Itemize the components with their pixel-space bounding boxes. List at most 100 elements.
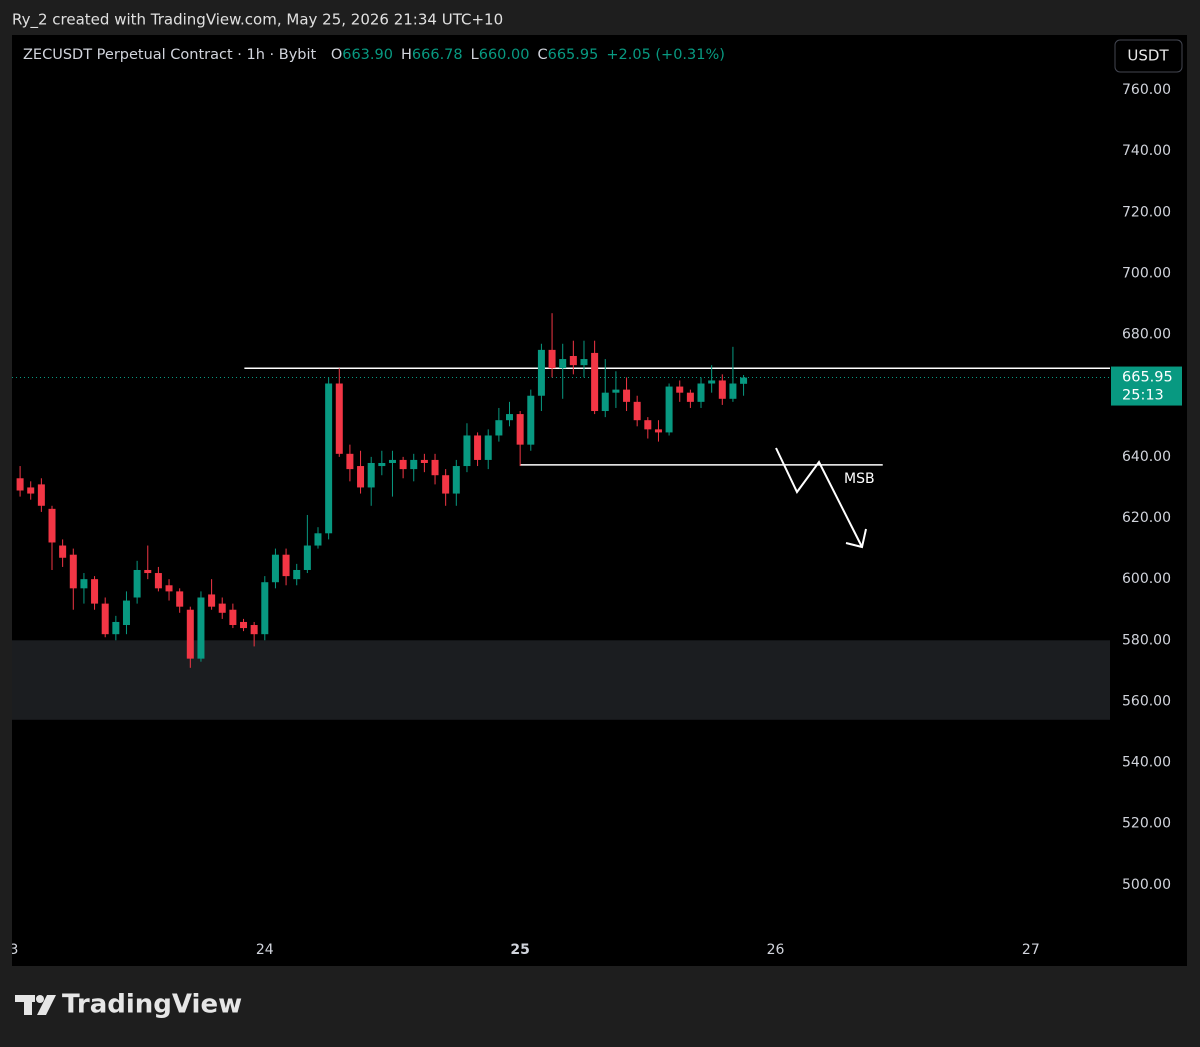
currency[interactable]: USDT — [1127, 47, 1169, 65]
body — [537, 349, 545, 396]
body — [474, 435, 482, 460]
body — [633, 401, 641, 421]
msb-arrow — [775, 447, 867, 549]
body — [452, 466, 460, 494]
body — [133, 569, 141, 598]
legend: ZECUSDT Perpetual Contract · 1h · Bybit … — [23, 47, 725, 63]
chart-area — [12, 35, 1187, 966]
credit: Ry_2 created with TradingView.com, May 2… — [12, 11, 503, 30]
y-tick-label: 680.00 — [1122, 327, 1171, 343]
body — [101, 603, 109, 635]
body — [644, 420, 652, 430]
body — [37, 484, 45, 506]
price-tag-label: 665.95 — [1122, 370, 1173, 386]
body — [314, 533, 322, 546]
body — [580, 359, 588, 366]
currency-button[interactable]: USDT — [1114, 39, 1183, 73]
body — [144, 569, 152, 574]
countdown: 25:13 — [1122, 388, 1164, 404]
body — [495, 420, 503, 436]
ohlc-value: 660.00 — [479, 47, 530, 63]
ohlc-key: H — [401, 47, 412, 63]
y-tick-label: 560.00 — [1122, 693, 1171, 709]
zone — [12, 640, 1110, 720]
body — [261, 582, 269, 635]
y-tick-label: 540.00 — [1122, 755, 1171, 771]
body — [325, 383, 333, 534]
y-tick-label: 740.00 — [1122, 143, 1171, 159]
body — [16, 478, 24, 491]
body — [154, 573, 162, 589]
price-tag — [1111, 366, 1182, 406]
body — [623, 389, 631, 402]
body — [410, 459, 418, 470]
zigzag — [775, 447, 863, 548]
body — [527, 395, 535, 445]
body — [399, 459, 407, 470]
body — [91, 579, 99, 604]
body — [218, 603, 226, 613]
plot: 23 24 25 26 27 — [1, 313, 1110, 958]
body — [718, 380, 726, 399]
arrowhead — [845, 528, 867, 549]
currency-button-frame[interactable] — [1114, 39, 1183, 73]
y-tick-label: 520.00 — [1122, 816, 1171, 832]
body — [165, 585, 173, 592]
body — [505, 414, 513, 421]
body — [282, 554, 290, 577]
y-tick-label: 500.00 — [1122, 877, 1171, 893]
body — [697, 383, 705, 402]
logo-part — [37, 995, 56, 1015]
logo — [15, 995, 56, 1015]
body — [431, 459, 439, 476]
x-tick-label: 25 — [510, 942, 529, 958]
body — [612, 389, 620, 393]
x-tick-label: 24 — [256, 942, 274, 958]
body — [208, 594, 216, 607]
body — [665, 386, 673, 433]
body — [176, 591, 184, 607]
y-tick-label: 760.00 — [1122, 82, 1171, 98]
body — [676, 386, 684, 393]
ohlc: O663.90 H666.78 L660.00 C665.95 +2.05 (+0.31… — [331, 47, 725, 63]
body — [367, 462, 375, 488]
body — [729, 383, 737, 399]
body — [708, 380, 716, 384]
ohlc-value: 663.90 — [342, 47, 393, 63]
body — [122, 600, 130, 626]
body — [484, 435, 492, 460]
body — [335, 383, 343, 454]
body — [229, 609, 237, 626]
symbol: ZECUSDT Perpetual Contract · 1h · Bybit — [23, 47, 317, 63]
body — [569, 355, 577, 366]
body — [591, 352, 599, 412]
price-axis: 500.00 520.00 540.00 560.00 580.00 600.00 620.… — [1111, 82, 1182, 893]
body — [388, 459, 396, 463]
y-tick-label: 620.00 — [1122, 510, 1171, 526]
body — [271, 554, 279, 583]
body — [197, 597, 205, 659]
body — [186, 609, 194, 659]
x-tick-label: 26 — [767, 942, 785, 958]
body — [112, 621, 120, 635]
x-tick-label: 27 — [1022, 942, 1040, 958]
body — [303, 545, 311, 570]
body — [48, 508, 56, 543]
body — [69, 554, 77, 589]
body — [357, 466, 365, 488]
logo-part — [24, 995, 32, 1015]
y-tick-label: 640.00 — [1122, 449, 1171, 465]
y-tick-label: 700.00 — [1122, 265, 1171, 281]
x-tick-label: 23 — [1, 942, 19, 958]
ohlc-key: L — [471, 47, 479, 63]
body — [27, 487, 35, 494]
body — [516, 414, 524, 445]
ohlc-key: C — [537, 47, 547, 63]
body — [740, 377, 748, 384]
body — [601, 392, 609, 412]
body — [686, 392, 694, 402]
body — [559, 359, 567, 369]
body — [80, 579, 88, 589]
ohlc-value: 666.78 — [412, 47, 463, 63]
